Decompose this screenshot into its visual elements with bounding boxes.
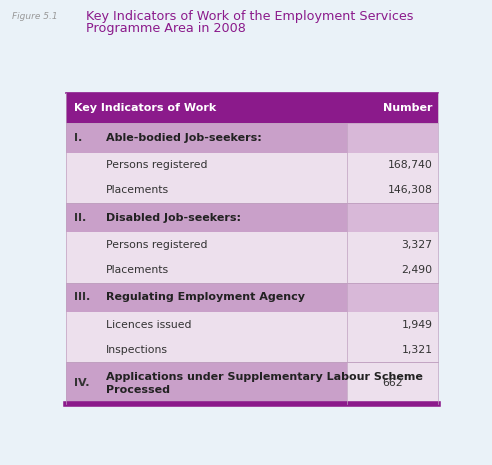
Text: Persons registered: Persons registered — [106, 160, 208, 170]
Text: 146,308: 146,308 — [388, 185, 432, 195]
Text: Persons registered: Persons registered — [106, 240, 208, 250]
Text: 1,321: 1,321 — [401, 345, 432, 355]
Text: 1,949: 1,949 — [401, 320, 432, 330]
Text: 2,490: 2,490 — [401, 265, 432, 275]
Text: 662: 662 — [382, 378, 403, 388]
Bar — [66, 283, 347, 312]
Text: I.: I. — [74, 133, 83, 143]
Text: Regulating Employment Agency: Regulating Employment Agency — [106, 292, 305, 302]
Text: Disabled Job-seekers:: Disabled Job-seekers: — [106, 213, 241, 223]
Text: Key Indicators of Work: Key Indicators of Work — [74, 103, 216, 113]
Text: Key Indicators of Work of the Employment Services: Key Indicators of Work of the Employment… — [86, 10, 414, 23]
Text: 168,740: 168,740 — [388, 160, 432, 170]
Bar — [347, 362, 438, 404]
Text: Number: Number — [383, 103, 432, 113]
Bar — [66, 312, 438, 362]
Bar — [347, 283, 438, 312]
Text: Inspections: Inspections — [106, 345, 168, 355]
Text: Figure 5.1: Figure 5.1 — [12, 12, 58, 20]
Bar — [66, 93, 438, 123]
Text: III.: III. — [74, 292, 91, 302]
Bar — [66, 362, 347, 404]
Bar — [66, 232, 438, 283]
Text: Placements: Placements — [106, 185, 169, 195]
Bar — [347, 123, 438, 153]
Text: IV.: IV. — [74, 378, 90, 388]
Text: Programme Area in 2008: Programme Area in 2008 — [86, 22, 246, 35]
Bar — [347, 203, 438, 232]
Bar — [66, 203, 347, 232]
Text: II.: II. — [74, 213, 87, 223]
Bar — [66, 123, 347, 153]
Bar — [66, 153, 438, 203]
Text: Able-bodied Job-seekers:: Able-bodied Job-seekers: — [106, 133, 262, 143]
Text: Licences issued: Licences issued — [106, 320, 191, 330]
Text: Applications under Supplementary Labour Scheme
Processed: Applications under Supplementary Labour … — [106, 372, 423, 395]
Text: 3,327: 3,327 — [401, 240, 432, 250]
Text: Placements: Placements — [106, 265, 169, 275]
